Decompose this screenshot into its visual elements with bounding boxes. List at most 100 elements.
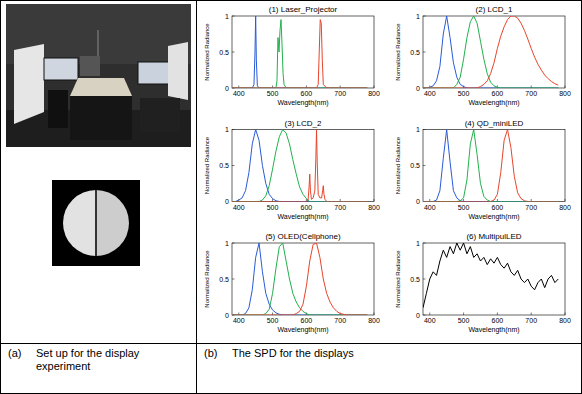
y-tick-label: 0.5	[410, 276, 420, 283]
stimulus-image	[52, 180, 140, 266]
stimulus-left-half	[63, 190, 96, 256]
x-tick	[531, 313, 532, 316]
x-tick-label: 500	[458, 90, 470, 97]
x-tick	[374, 86, 375, 89]
spectrum-line	[232, 130, 367, 202]
y-tick	[232, 165, 235, 166]
x-tick-label: 600	[492, 317, 504, 324]
plot-frame	[232, 16, 374, 88]
spd-chart: (3) LCD_240050060070080000.51Wavelength(…	[204, 119, 380, 221]
spd-chart: (6) MultipulLED40050060070080000.51Wavel…	[395, 232, 571, 334]
y-tick-label: 0.5	[410, 162, 420, 169]
spectrum-line	[423, 16, 558, 88]
spectrum-line	[423, 130, 558, 202]
x-tick-label: 700	[334, 317, 346, 324]
spd-chart: (5) OLED(Cellphone)40050060070080000.51W…	[204, 232, 380, 334]
y-tick-label: 0	[225, 85, 229, 92]
x-tick	[429, 313, 430, 316]
y-tick	[232, 52, 235, 53]
y-axis-title: Normalized Radiance	[204, 250, 210, 308]
x-tick-label: 700	[525, 317, 537, 324]
x-axis-title: Wavelength(nm)	[468, 326, 519, 334]
plot-area	[232, 243, 367, 315]
y-tick-label: 0.5	[410, 49, 420, 56]
x-tick-label: 400	[424, 204, 436, 211]
y-tick	[423, 165, 426, 166]
plot-frame	[423, 243, 565, 315]
x-tick-label: 500	[458, 204, 470, 211]
photo-cabinet	[140, 98, 180, 132]
spd-chart: (2) LCD_140050060070080000.51Wavelength(…	[395, 5, 571, 107]
y-axis-title: Normalized Radiance	[395, 136, 401, 194]
y-tick-label: 0.5	[219, 276, 229, 283]
y-tick	[232, 279, 235, 280]
x-tick-label: 600	[301, 204, 313, 211]
x-tick-label: 700	[525, 204, 537, 211]
chart-title: (6) MultipulLED	[466, 232, 521, 241]
x-tick	[565, 199, 566, 202]
spectrum-line	[232, 20, 367, 88]
y-tick	[232, 243, 235, 244]
spectrum-line	[232, 243, 367, 315]
chart-title: (4) QD_miniLED	[465, 119, 524, 128]
plot-area	[232, 130, 367, 202]
y-axis-title: Normalized Radiance	[395, 23, 401, 81]
spectrum-line	[232, 130, 367, 202]
caption: (a)Set up for the display experiment	[8, 347, 190, 373]
table-divider	[1, 343, 582, 344]
plot-area	[423, 130, 558, 202]
photo-background	[6, 4, 191, 147]
y-axis-title: Normalized Radiance	[204, 136, 210, 194]
spd-chart: (4) QD_miniLED40050060070080000.51Wavele…	[395, 119, 571, 221]
spectrum-line	[232, 20, 367, 88]
plot-frame	[423, 16, 565, 88]
x-tick-label: 400	[233, 317, 245, 324]
y-tick-label: 1	[225, 126, 229, 133]
y-axis-title: Normalized Radiance	[395, 250, 401, 308]
plot-area	[232, 16, 367, 88]
y-tick	[423, 315, 426, 316]
y-tick-label: 0.5	[219, 162, 229, 169]
y-tick-label: 1	[225, 240, 229, 247]
spectrum-line	[232, 243, 367, 315]
stimulus-background	[52, 180, 140, 266]
y-tick	[232, 129, 235, 130]
y-tick-label: 0	[416, 85, 420, 92]
x-tick-label: 600	[492, 204, 504, 211]
photo-box	[48, 90, 68, 128]
x-tick-label: 600	[492, 90, 504, 97]
plot-frame	[232, 130, 374, 202]
x-tick-label: 400	[233, 90, 245, 97]
x-tick-label: 700	[525, 90, 537, 97]
setup-photo	[6, 4, 191, 147]
stimulus-right-half	[96, 190, 129, 256]
x-tick-label: 400	[424, 90, 436, 97]
photo-table-base	[70, 96, 132, 140]
y-tick	[423, 129, 426, 130]
x-tick-label: 400	[233, 204, 245, 211]
x-axis-title: Wavelength(nm)	[277, 326, 328, 334]
y-tick-label: 1	[225, 13, 229, 20]
x-tick-label: 800	[368, 90, 380, 97]
photo-monitor	[44, 58, 78, 80]
spectrum-line	[423, 130, 558, 202]
chart-title: (2) LCD_1	[476, 5, 513, 14]
photo-monitor	[138, 62, 170, 84]
plot-area	[423, 16, 558, 88]
x-axis-title: Wavelength(nm)	[277, 99, 328, 107]
x-tick-label: 800	[368, 317, 380, 324]
figure: (1) Laser_Projector40050060070080000.51W…	[0, 0, 582, 394]
y-tick	[423, 279, 426, 280]
y-tick-label: 0	[225, 312, 229, 319]
caption-text: Set up for the display experiment	[36, 347, 190, 373]
x-tick-label: 800	[368, 204, 380, 211]
x-axis-title: Wavelength(nm)	[277, 213, 328, 221]
x-axis-title: Wavelength(nm)	[468, 213, 519, 221]
spectrum-line	[423, 16, 558, 88]
x-tick-label: 600	[301, 317, 313, 324]
spectrum-line	[423, 130, 558, 202]
spd-chart: (1) Laser_Projector40050060070080000.51W…	[204, 5, 380, 107]
x-tick-label: 700	[334, 90, 346, 97]
caption-label: (b)	[204, 347, 232, 360]
y-tick	[423, 52, 426, 53]
